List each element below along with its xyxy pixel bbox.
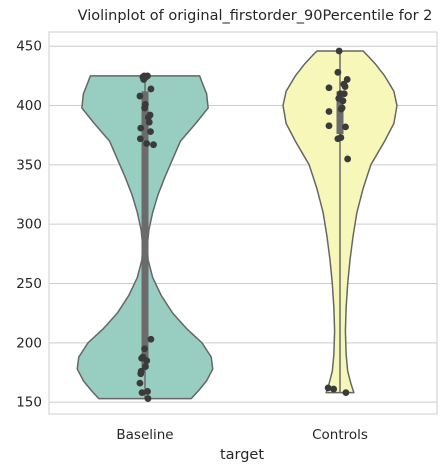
data-point-controls-16 <box>337 134 345 141</box>
data-point-baseline-17 <box>147 335 155 343</box>
data-point-controls-9 <box>339 97 347 105</box>
data-point-controls-12 <box>325 108 333 115</box>
iqr-box-baseline <box>141 91 149 369</box>
x-axis-title: target <box>220 447 264 463</box>
y-tick-label-450: 450 <box>16 39 42 55</box>
data-point-controls-18 <box>324 384 332 392</box>
data-point-baseline-24 <box>137 370 145 378</box>
data-point-baseline-20 <box>138 354 146 362</box>
chart-title: Violinplot of original_firstorder_90Perc… <box>78 8 433 24</box>
data-point-baseline-12 <box>147 128 154 136</box>
iqr-box-controls <box>336 91 344 135</box>
data-point-controls-4 <box>341 83 349 90</box>
data-point-baseline-5 <box>147 85 155 93</box>
data-point-controls-17 <box>344 155 352 163</box>
data-point-controls-2 <box>343 76 351 83</box>
y-tick-label-150: 150 <box>16 395 42 411</box>
data-point-baseline-16 <box>143 140 151 147</box>
data-point-controls-13 <box>342 123 349 131</box>
data-point-controls-7 <box>340 90 348 98</box>
data-point-baseline-27 <box>138 389 146 397</box>
y-tick-label-250: 250 <box>16 276 42 292</box>
data-point-controls-0 <box>335 47 343 55</box>
y-tick-label-350: 350 <box>16 157 42 173</box>
data-point-baseline-15 <box>150 141 157 149</box>
data-point-baseline-4 <box>140 76 148 83</box>
data-point-baseline-8 <box>141 104 148 112</box>
x-tick-label-controls: Controls <box>312 427 368 443</box>
data-point-baseline-14 <box>136 135 144 143</box>
y-tick-label-200: 200 <box>16 335 42 351</box>
data-point-baseline-11 <box>145 118 153 126</box>
y-tick-label-300: 300 <box>16 217 42 233</box>
data-point-baseline-22 <box>142 363 149 370</box>
data-point-baseline-18 <box>141 345 148 353</box>
data-point-baseline-28 <box>144 395 152 402</box>
data-point-controls-20 <box>342 389 350 397</box>
data-point-baseline-26 <box>144 388 151 395</box>
data-point-baseline-13 <box>137 124 145 132</box>
data-point-controls-14 <box>325 122 333 130</box>
y-tick-label-400: 400 <box>16 98 42 114</box>
data-point-controls-19 <box>330 385 338 393</box>
data-point-controls-1 <box>334 68 342 76</box>
x-tick-label-baseline: Baseline <box>116 427 173 443</box>
data-point-controls-5 <box>325 84 333 92</box>
data-point-baseline-21 <box>143 357 151 365</box>
data-point-baseline-25 <box>136 379 144 387</box>
data-point-baseline-6 <box>136 92 144 100</box>
data-point-controls-11 <box>337 105 345 113</box>
